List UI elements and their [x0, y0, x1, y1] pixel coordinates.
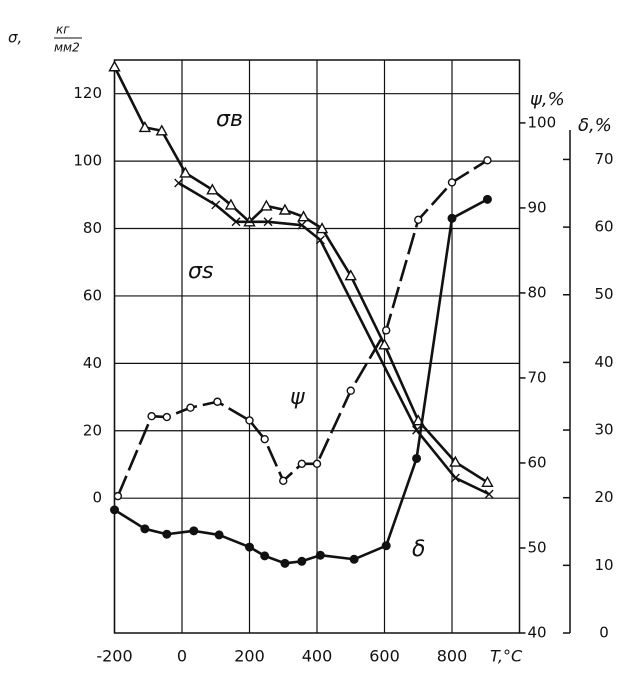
marker: [414, 215, 423, 225]
marker: [447, 178, 457, 187]
y2-tick-label: 80: [528, 283, 547, 301]
marker: [315, 222, 329, 234]
x-tick-label: 600: [369, 647, 400, 666]
y3-tick-label: 0: [599, 624, 609, 642]
marker: [245, 416, 254, 425]
marker: [381, 541, 391, 551]
marker: [297, 556, 307, 566]
x-tick-label: 400: [302, 647, 333, 666]
marker: [481, 475, 494, 488]
y3-tick-label: 30: [594, 421, 613, 439]
marker: [155, 124, 168, 136]
marker: [280, 558, 290, 568]
y3-label: δ,%: [578, 115, 612, 136]
marker: [162, 412, 172, 422]
y-label-unit-bottom: мм2: [54, 41, 80, 55]
series-line: [113, 198, 489, 565]
y3-tick-label: 50: [594, 285, 613, 303]
y2-tick-label: 40: [528, 624, 547, 642]
marker: [483, 156, 492, 165]
marker: [108, 60, 121, 72]
y-label-unit-top: кг: [56, 23, 70, 37]
series-label: σв: [216, 107, 243, 132]
marker: [312, 459, 322, 469]
marker: [315, 235, 325, 245]
marker: [213, 397, 222, 406]
y-tick-label: 60: [83, 286, 102, 304]
x-tick-label: 200: [234, 647, 265, 666]
y2-label: ψ,%: [530, 89, 565, 110]
marker: [231, 217, 241, 227]
y-label-symbol: σ,: [8, 29, 22, 47]
marker: [297, 459, 307, 469]
marker: [263, 217, 273, 227]
y-tick-label: 20: [83, 421, 102, 439]
marker: [206, 183, 219, 195]
y2-tick-label: 70: [528, 368, 547, 386]
marker: [260, 551, 270, 561]
y3-tick-label: 40: [594, 353, 613, 371]
y2-tick-label: 90: [528, 198, 547, 216]
marker: [260, 199, 273, 211]
series-label: ψ: [290, 385, 305, 410]
y3-tick-label: 20: [594, 488, 613, 506]
y-tick-label: 0: [92, 489, 102, 507]
x-tick-label: 0: [177, 647, 187, 666]
marker: [484, 489, 494, 499]
marker: [186, 403, 195, 412]
marker: [378, 338, 391, 350]
series-label: δ: [412, 537, 425, 562]
series-line: [116, 159, 489, 497]
y3-tick-label: 70: [594, 150, 613, 168]
x-label: T,°C: [490, 647, 523, 666]
marker: [147, 412, 156, 421]
y3-tick-label: 10: [594, 556, 613, 574]
marker: [482, 194, 492, 204]
y3-tick-label: 60: [594, 218, 613, 236]
marker: [189, 526, 199, 536]
marker: [109, 505, 119, 515]
marker: [297, 220, 307, 230]
marker: [278, 203, 292, 215]
x-tick-label: 800: [437, 647, 468, 666]
y-tick-label: 80: [83, 219, 102, 237]
y-tick-label: 40: [83, 354, 102, 372]
marker: [138, 120, 152, 133]
marker: [214, 530, 224, 540]
marker: [315, 550, 325, 560]
marker: [450, 473, 460, 483]
y2-tick-label: 100: [528, 113, 557, 131]
marker: [449, 455, 462, 467]
marker: [381, 326, 391, 335]
marker: [349, 554, 359, 564]
marker: [140, 524, 150, 534]
marker: [412, 453, 422, 463]
marker: [244, 542, 254, 552]
marker: [346, 386, 355, 395]
marker: [113, 491, 123, 501]
marker: [179, 166, 192, 178]
y-tick-label: 100: [73, 152, 102, 170]
y2-tick-label: 60: [528, 453, 547, 471]
series-label: σs: [188, 259, 213, 284]
marker: [162, 529, 172, 539]
marker: [297, 210, 310, 222]
marker: [279, 476, 288, 486]
x-tick-label: -200: [96, 647, 132, 666]
marker: [211, 200, 221, 210]
y-tick-label: 120: [73, 84, 102, 102]
y2-tick-label: 50: [528, 538, 547, 556]
series-line: [113, 66, 489, 484]
marker: [344, 269, 357, 281]
marker: [260, 434, 269, 444]
marker: [447, 213, 457, 223]
marker: [174, 178, 184, 188]
marker: [224, 198, 238, 210]
